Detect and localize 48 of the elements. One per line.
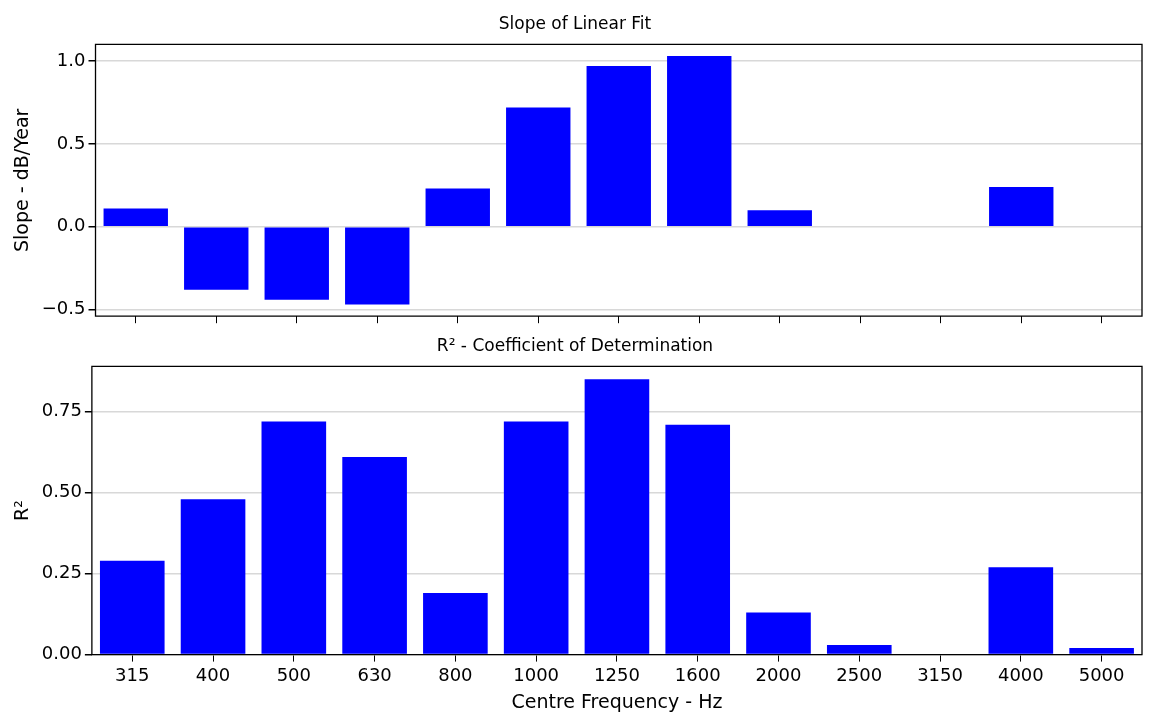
x-tick-label: 1000 (513, 664, 560, 686)
x-tick-label: 500 (276, 664, 311, 686)
x-tick-label: 800 (438, 664, 473, 686)
bar (184, 227, 249, 290)
y-tick-label: −0.5 (41, 297, 86, 319)
bar (503, 421, 569, 654)
bar (425, 188, 490, 226)
x-tick-label: 1600 (674, 664, 721, 686)
bar (180, 499, 246, 654)
bar (423, 593, 488, 654)
bar (665, 424, 731, 654)
x-tick-label: 1250 (594, 664, 640, 686)
x-tick-label: 3150 (917, 664, 963, 686)
bar (506, 107, 571, 226)
y-tick-label: 0.75 (41, 399, 82, 421)
x-tick-label: 2000 (755, 664, 802, 686)
bar (586, 65, 651, 226)
y-tick-label: 0.00 (41, 642, 82, 664)
bar (345, 227, 410, 305)
y-tick-label: 0.0 (56, 214, 86, 236)
bar (261, 421, 327, 654)
y-tick-label: 0.25 (41, 561, 82, 583)
x-tick-label: 4000 (997, 664, 1044, 686)
x-tick-label: 630 (357, 664, 392, 686)
x-tick-label: 315 (115, 664, 150, 686)
bar (1069, 648, 1134, 654)
y-axis-title: R² (10, 500, 33, 521)
x-tick-label: 2500 (836, 664, 883, 686)
chart-title: Slope of Linear Fit (498, 12, 652, 33)
bar (99, 560, 165, 654)
chart-title: R² - Coefficient of Determination (436, 334, 714, 355)
bar (667, 56, 732, 226)
bar (103, 208, 168, 226)
x-axis-title: Centre Frequency - Hz (511, 689, 723, 712)
bar (584, 379, 650, 654)
bar (826, 644, 892, 654)
y-tick-label: 0.50 (41, 480, 82, 502)
y-tick-label: 1.0 (56, 48, 86, 70)
x-tick-label: 5000 (1078, 664, 1125, 686)
y-tick-label: 0.5 (56, 131, 86, 153)
bar (747, 210, 812, 226)
y-axis-title: Slope - dB/Year (10, 108, 33, 252)
bar (988, 567, 1054, 654)
bar (746, 612, 811, 654)
x-tick-label: 400 (195, 664, 231, 686)
bar (989, 186, 1054, 226)
bar (264, 227, 329, 300)
bar (342, 457, 407, 654)
